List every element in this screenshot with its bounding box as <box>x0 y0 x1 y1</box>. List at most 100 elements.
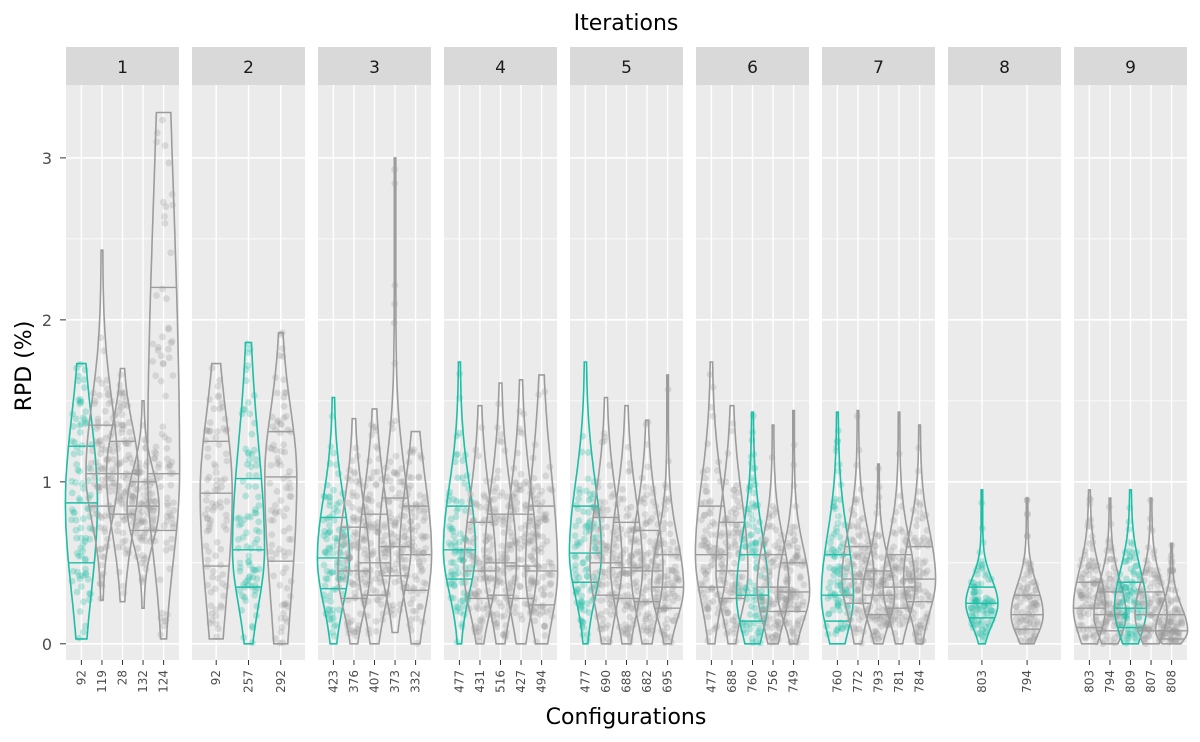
data-point <box>597 597 605 604</box>
data-point <box>571 532 579 540</box>
data-point <box>791 537 798 544</box>
data-point <box>491 505 499 513</box>
data-point <box>270 572 277 580</box>
data-point <box>603 542 611 549</box>
data-point <box>122 550 130 557</box>
data-point <box>415 561 423 568</box>
data-point <box>540 584 548 592</box>
data-point <box>625 511 632 519</box>
data-point <box>170 507 178 514</box>
data-point <box>331 623 338 630</box>
data-point <box>341 576 349 584</box>
data-point <box>621 625 629 633</box>
data-point <box>274 454 282 462</box>
violin-1-92 <box>64 360 99 642</box>
data-point <box>132 522 139 530</box>
data-point <box>109 448 117 455</box>
data-point <box>376 579 384 586</box>
x-tick-label: 257 <box>242 670 256 693</box>
data-point <box>486 547 494 554</box>
violin-outline <box>357 408 392 645</box>
data-point <box>1081 633 1089 640</box>
data-point <box>447 515 455 523</box>
data-point <box>625 598 632 606</box>
data-point <box>507 587 515 595</box>
data-point <box>213 428 221 435</box>
data-point <box>639 589 646 596</box>
data-point <box>129 493 137 501</box>
data-point <box>165 159 173 167</box>
data-point <box>207 588 215 596</box>
data-point <box>473 501 481 509</box>
data-point <box>512 505 520 513</box>
data-point <box>1016 618 1024 626</box>
data-point <box>366 491 374 499</box>
data-point <box>571 543 579 551</box>
data-point <box>481 493 489 501</box>
data-point <box>205 526 213 534</box>
data-point <box>212 606 220 614</box>
data-point <box>796 574 804 582</box>
data-point <box>624 602 631 610</box>
data-point <box>407 616 415 624</box>
data-point <box>384 546 392 554</box>
data-point <box>272 508 280 516</box>
data-point <box>615 534 623 542</box>
data-point <box>576 539 584 547</box>
data-point <box>287 578 295 585</box>
data-point <box>468 552 476 560</box>
data-point <box>280 376 288 384</box>
x-tick-label: 809 <box>1124 670 1138 693</box>
data-point <box>285 524 293 532</box>
data-point <box>326 521 333 529</box>
violin-3-407 <box>357 408 392 645</box>
data-point <box>380 562 388 570</box>
data-point <box>222 582 230 590</box>
data-point <box>447 559 455 566</box>
data-point <box>531 617 539 625</box>
data-point <box>413 590 421 597</box>
data-point <box>95 462 103 470</box>
x-tick-label: 794 <box>1103 670 1117 693</box>
data-point <box>727 544 735 552</box>
x-tick-label: 373 <box>388 670 402 693</box>
facet-strip-label: 8 <box>999 58 1010 78</box>
data-point <box>250 567 258 574</box>
data-point <box>512 574 519 581</box>
data-point <box>76 449 84 457</box>
x-tick-label: 803 <box>975 670 989 693</box>
data-point <box>905 571 913 578</box>
jitter-points <box>445 370 474 646</box>
data-point <box>134 485 141 493</box>
data-point <box>976 588 983 596</box>
data-point <box>418 532 425 540</box>
data-point <box>590 573 597 581</box>
data-point <box>474 628 482 636</box>
data-point <box>242 492 250 500</box>
data-point <box>75 372 82 380</box>
data-point <box>617 560 625 568</box>
data-point <box>730 617 737 625</box>
data-point <box>283 600 291 608</box>
data-point <box>102 434 109 442</box>
data-point <box>843 568 851 576</box>
data-point <box>847 559 855 567</box>
data-point <box>734 497 742 505</box>
x-tick-label: 119 <box>95 670 109 693</box>
data-point <box>218 399 225 407</box>
data-point <box>828 533 836 541</box>
data-point <box>119 538 127 546</box>
data-point <box>328 569 335 576</box>
facet-strip <box>66 47 179 85</box>
data-point <box>578 592 586 600</box>
data-point <box>79 547 87 555</box>
data-point <box>206 396 213 403</box>
data-point <box>205 548 213 555</box>
data-point <box>77 534 85 542</box>
data-point <box>656 563 664 571</box>
violin-5-690 <box>589 396 623 646</box>
data-point <box>120 401 128 409</box>
data-point <box>870 568 878 576</box>
data-point <box>151 498 159 506</box>
data-point <box>235 521 243 529</box>
